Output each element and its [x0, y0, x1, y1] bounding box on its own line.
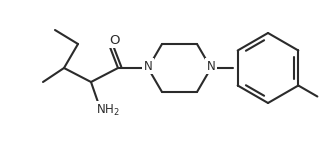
- Text: NH$_2$: NH$_2$: [96, 102, 120, 117]
- Text: N: N: [207, 59, 215, 73]
- Text: O: O: [109, 33, 119, 47]
- Text: N: N: [144, 59, 152, 73]
